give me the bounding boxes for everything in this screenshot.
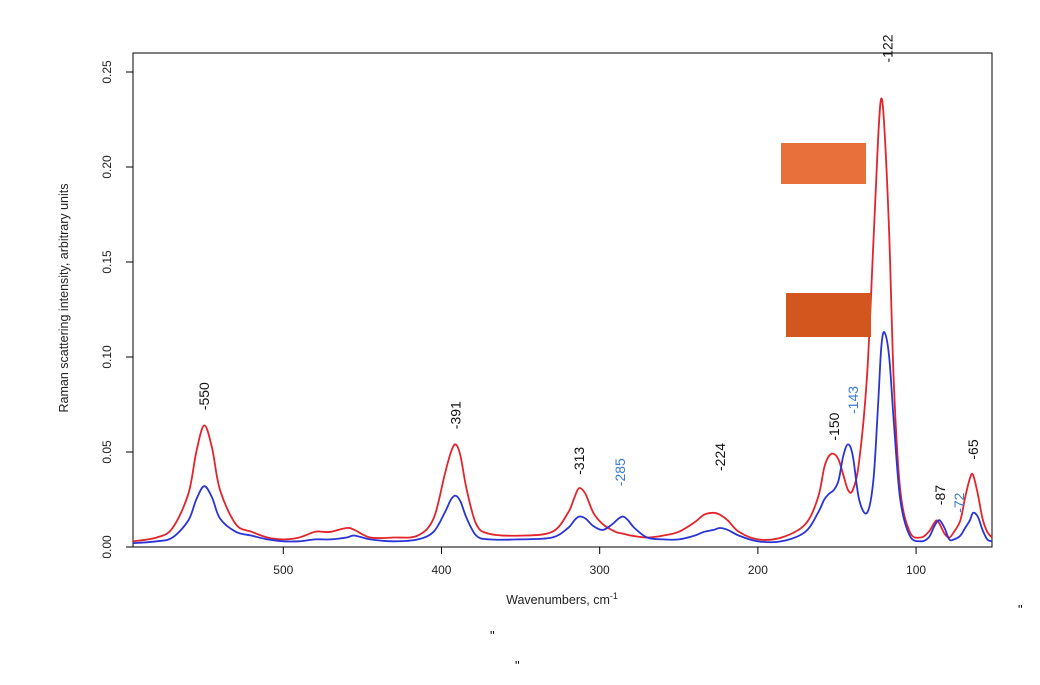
y-tick-label: 0.15: [100, 250, 114, 274]
peak-label: -87: [932, 485, 948, 505]
annotation-layer: -550 -391 -313 -285 -224 -150-143 -122 -87 -72 -6…: [196, 34, 981, 513]
peak-label: -122: [880, 34, 896, 62]
x-axis-label: Wavenumbers, cm-1: [506, 591, 618, 607]
y-axis-label: Raman scattering intensity, arbitrary un…: [57, 183, 71, 412]
peak-label: -391: [448, 401, 464, 429]
x-tick-label: 100: [906, 563, 926, 577]
blue-series-line: [132, 331, 993, 545]
plot-border: [132, 52, 993, 548]
peak-label: -65: [965, 439, 981, 459]
swatch-layer: [781, 143, 871, 337]
stray-quote-mark: ": [515, 658, 520, 673]
y-tick-label: 0.20: [100, 155, 114, 179]
peak-label: -550: [196, 382, 212, 410]
peak-label: -72: [951, 492, 967, 512]
y-axis: 0.00 0.05 0.10 0.15 0.20 0.25: [100, 60, 133, 559]
y-tick-label: 0.00: [100, 535, 114, 559]
y-tick-label: 0.25: [100, 60, 114, 84]
peak-label: -285: [612, 458, 628, 486]
stray-quote-mark: ": [1018, 602, 1023, 617]
x-axis: 500 400 300 200 100: [273, 547, 926, 577]
plot-frame: [132, 52, 993, 548]
red-series-line: [132, 97, 993, 543]
x-tick-label: 500: [273, 563, 293, 577]
x-axis-label-superscript: -1: [610, 591, 618, 601]
series-layer: [132, 97, 993, 545]
stray-quote-mark: ": [490, 628, 495, 643]
y-tick-label: 0.10: [100, 345, 114, 369]
peak-label: -224: [712, 443, 728, 471]
x-tick-label: 400: [431, 563, 451, 577]
orange-sample-swatch: [781, 143, 866, 184]
x-tick-label: 200: [748, 563, 768, 577]
peak-label: -143: [845, 386, 861, 414]
peak-label: -313: [571, 447, 587, 475]
x-tick-label: 300: [590, 563, 610, 577]
y-tick-label: 0.05: [100, 440, 114, 464]
dark-orange-sample-swatch: [786, 293, 871, 337]
peak-label: -150: [826, 412, 842, 440]
